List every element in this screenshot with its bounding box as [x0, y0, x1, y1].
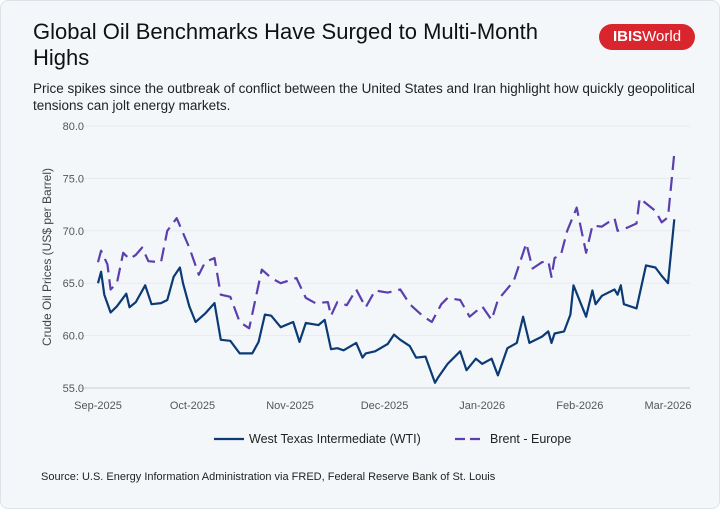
y-tick-label: 65.0 — [63, 278, 84, 290]
y-tick-label: 80.0 — [63, 121, 84, 133]
x-tick-label: Oct-2025 — [170, 400, 215, 412]
source-note: Source: U.S. Energy Information Administ… — [41, 471, 496, 483]
chart-title: Global Oil Benchmarks Have Surged to Mul… — [33, 19, 538, 70]
x-tick-label: Sep-2025 — [74, 400, 122, 412]
series-line-wti — [96, 219, 676, 384]
ibisworld-logo: IBISWorld — [599, 24, 695, 50]
x-tick-label: Mar-2026 — [644, 400, 691, 412]
chart-subtitle: Price spikes since the outbreak of confl… — [33, 81, 695, 113]
legend-label: Brent - Europe — [490, 432, 571, 446]
legend-label: West Texas Intermediate (WTI) — [249, 432, 421, 446]
x-tick-label: Jan-2026 — [459, 400, 505, 412]
x-tick-label: Feb-2026 — [556, 400, 603, 412]
y-tick-label: 60.0 — [63, 331, 84, 343]
x-tick-label: Dec-2025 — [361, 400, 409, 412]
y-axis-label: Crude Oil Prices (US$ per Barrel) — [40, 168, 54, 346]
legend: West Texas Intermediate (WTI) Brent - Eur… — [214, 432, 571, 446]
y-tick-label: 75.0 — [63, 173, 84, 185]
y-tick-label: 70.0 — [63, 226, 84, 238]
y-tick-label: 55.0 — [63, 383, 84, 395]
x-tick-label: Nov-2025 — [266, 400, 314, 412]
series-line-brent — [96, 153, 676, 330]
